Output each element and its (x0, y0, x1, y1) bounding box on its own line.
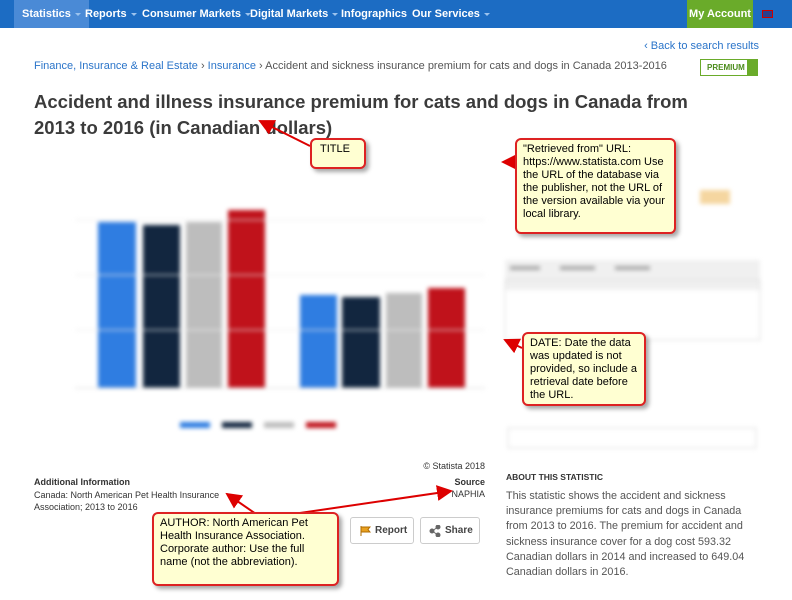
back-link[interactable]: ‹ Back to search results (644, 40, 759, 52)
about-heading: ABOUT THIS STATISTIC (506, 472, 603, 482)
chart-copyright: © Statista 2018 (423, 461, 485, 471)
nav-bar: Statistics Reports Consumer Markets Digi… (0, 0, 792, 28)
annotation-box: "Retrieved from" URL: https://www.statis… (515, 138, 676, 234)
report-icon (360, 526, 371, 536)
nav-item[interactable]: Infographics (341, 8, 408, 20)
premium-badge[interactable]: PREMIUM (700, 59, 758, 76)
sidebar-blur (504, 190, 761, 449)
breadcrumb-separator: › (200, 60, 205, 72)
nav-item[interactable]: Reports (77, 0, 145, 28)
nav-item[interactable]: Digital Markets (242, 0, 346, 28)
account-button[interactable]: My Account (687, 0, 753, 28)
source-heading: Source (454, 477, 485, 487)
button-label: Report (375, 525, 408, 536)
breadcrumb-link[interactable]: Finance, Insurance & Real Estate (34, 60, 198, 72)
nav-item[interactable]: Consumer Markets (134, 0, 259, 28)
annotation-box: DATE: Date the data was updated is not p… (522, 332, 646, 406)
chart-bars (75, 210, 485, 428)
source-text: NAPHIA (451, 489, 485, 499)
breadcrumb-link[interactable]: Insurance (207, 60, 256, 72)
annotation-box: AUTHOR: North American Pet Health Insura… (152, 512, 339, 586)
breadcrumb: Finance, Insurance & Real Estate › Insur… (34, 60, 667, 72)
report-button[interactable]: Report (350, 517, 414, 544)
nav-item[interactable]: Our Services (404, 0, 498, 28)
page-title: Accident and illness insurance premium f… (34, 91, 688, 138)
breadcrumb-separator: › (259, 60, 263, 72)
breadcrumb-current: Accident and sickness insurance premium … (265, 60, 667, 72)
blurred-chart (75, 190, 761, 449)
annotation-box: TITLE (310, 138, 366, 169)
about-text: This statistic shows the accident and si… (506, 490, 745, 579)
share-icon (429, 525, 441, 537)
info-text: Canada: North American Pet Health Insura… (34, 490, 220, 512)
language-flag[interactable] (762, 10, 773, 18)
share-button[interactable]: Share (420, 517, 480, 544)
button-label: Share (445, 525, 473, 536)
info-heading: Additional Information (34, 477, 130, 487)
